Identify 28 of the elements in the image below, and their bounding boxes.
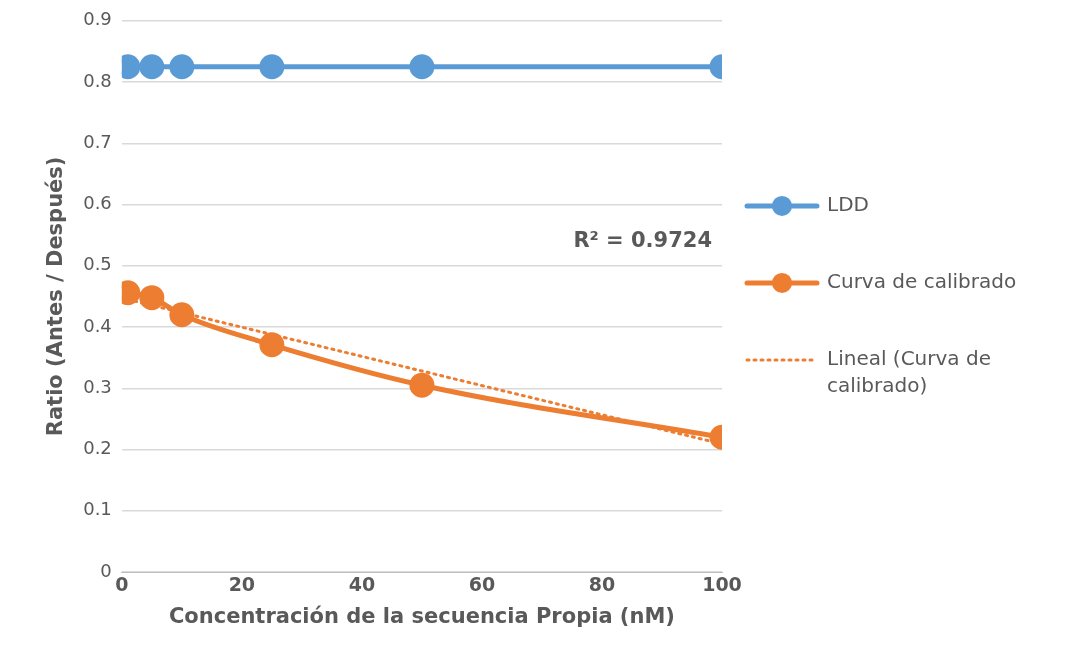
y-tick-label: 0	[100, 559, 112, 581]
y-tick-label: 0.9	[83, 8, 112, 30]
y-tick-label: 0.1	[83, 498, 112, 520]
y-tick-label: 0.4	[83, 314, 112, 336]
legend-label: Lineal (Curva de calibrado)	[827, 346, 991, 398]
point	[139, 54, 165, 80]
y-tick-label: 0.2	[83, 437, 112, 459]
x-tick-label: 0	[115, 573, 129, 596]
y-axis-title: Ratio (Antes / Después)	[43, 156, 68, 437]
legend-label: Curva de calibrado	[827, 269, 1017, 294]
y-tick-label: 0.3	[83, 375, 112, 397]
y-tick-label: 0.7	[83, 130, 112, 152]
y-tick-label: 0.8	[83, 69, 112, 91]
point	[169, 54, 195, 80]
x-tick-label: 40	[348, 573, 376, 596]
x-tick-label: 60	[468, 573, 496, 596]
point	[169, 302, 195, 328]
y-tick-label: 0.6	[83, 192, 112, 214]
y-tick-label: 0.5	[83, 253, 112, 275]
legend-label: LDD	[827, 192, 869, 217]
x-tick-label: 20	[228, 573, 256, 596]
point	[259, 54, 285, 80]
annotation: R² = 0.9724	[573, 227, 712, 252]
point	[259, 332, 285, 358]
x-tick-label: 80	[588, 573, 616, 596]
x-tick-label: 100	[702, 573, 742, 596]
point	[139, 285, 165, 311]
x-axis-title: Concentración de la secuencia Propia (nM)	[168, 603, 675, 628]
